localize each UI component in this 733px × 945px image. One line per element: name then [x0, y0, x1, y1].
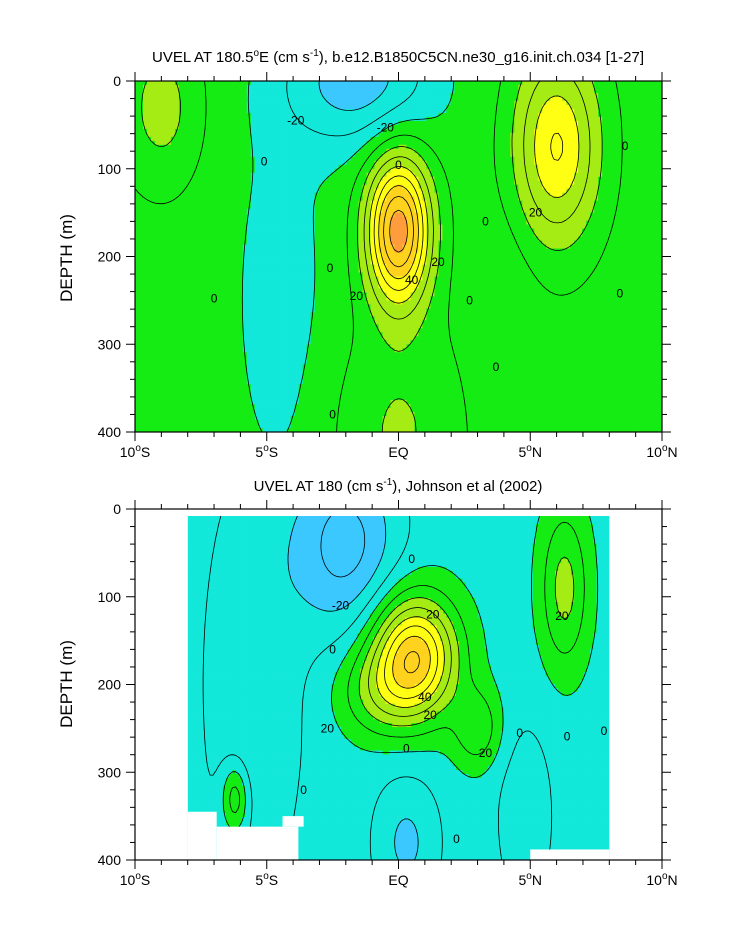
x-tick-label: 10oN	[646, 443, 677, 460]
y-tick-label: 400	[98, 424, 122, 440]
contour-label: 0	[329, 407, 336, 421]
y-tick-label: 0	[113, 73, 121, 89]
contour-label: 0	[482, 214, 489, 228]
contour-label: 0	[211, 292, 218, 306]
contour-label: 0	[516, 726, 523, 740]
missing-data-block	[530, 849, 610, 860]
contour-label: -20	[332, 599, 350, 613]
contour-label: 40	[418, 690, 432, 704]
contour-label: 0	[329, 642, 336, 656]
contour-label: 0	[493, 360, 500, 374]
contour-label: 20	[479, 746, 493, 760]
contour-label: 0	[261, 155, 268, 169]
contour-label: 20	[350, 289, 364, 303]
y-tick-label: 300	[98, 764, 122, 780]
x-tick-label: EQ	[388, 444, 408, 460]
contour-label: 0	[622, 139, 629, 153]
y-tick-label: 400	[98, 852, 122, 868]
x-tick-label: 5oS	[255, 443, 278, 460]
missing-data-block	[187, 811, 217, 860]
x-tick-label: 5oN	[519, 443, 542, 460]
y-tick-label: 200	[98, 677, 122, 693]
missing-data-block	[282, 816, 304, 827]
x-tick-label: EQ	[388, 872, 408, 888]
y-tick-label: 100	[98, 161, 122, 177]
contour-label: 20	[423, 708, 437, 722]
bottom-panel-title: UVEL AT 180 (cm s-1), Johnson et al (200…	[254, 477, 543, 495]
contour-label: 20	[431, 255, 445, 269]
contour-label: -20	[287, 113, 305, 127]
bottom-panel: UVEL AT 180 (cm s-1), Johnson et al (200…	[57, 477, 678, 888]
contour-label: 0	[616, 286, 623, 300]
y-tick-label: 300	[98, 336, 122, 352]
contour-label: 0	[395, 158, 402, 172]
contour-label: 0	[564, 729, 571, 743]
contour-label: -20	[377, 121, 395, 135]
y-tick-label: 0	[113, 501, 121, 517]
contour-label: 0	[403, 742, 410, 756]
top-panel: UVEL AT 180.5oE (cm s-1), b.e12.B1850C5C…	[57, 48, 678, 460]
x-tick-label: 10oS	[120, 871, 150, 888]
contour-label: 20	[426, 607, 440, 621]
top-panel-title: UVEL AT 180.5oE (cm s-1), b.e12.B1850C5C…	[152, 48, 644, 66]
top-panel-y-axis-label: DEPTH (m)	[57, 214, 76, 302]
contour-label: 20	[321, 721, 335, 735]
contour-label: 20	[529, 206, 543, 220]
contour-label: 40	[405, 273, 419, 287]
missing-data-block	[216, 826, 299, 860]
contour-label: 0	[408, 552, 415, 566]
contour-label: 20	[555, 609, 569, 623]
x-tick-label: 10oN	[646, 871, 677, 888]
contour-label: 0	[466, 293, 473, 307]
x-tick-label: 10oS	[120, 443, 150, 460]
contour-label: 0	[601, 724, 608, 738]
bottom-panel-field: 0 -20 0 20 20 20 40 20 0 20 0 0 0 0 0	[187, 516, 610, 861]
x-tick-label: 5oN	[519, 871, 542, 888]
y-tick-label: 200	[98, 249, 122, 265]
contour-label: 0	[300, 783, 307, 797]
contour-label: 0	[453, 832, 460, 846]
top-panel-field: -20 -20 0 0 0 0 0 0 0 0 0 0 20 20 40 20	[135, 81, 662, 432]
contour-label: 0	[327, 261, 334, 275]
bottom-panel-y-axis-label: DEPTH (m)	[57, 640, 76, 728]
y-tick-label: 100	[98, 589, 122, 605]
x-tick-label: 5oS	[255, 871, 278, 888]
